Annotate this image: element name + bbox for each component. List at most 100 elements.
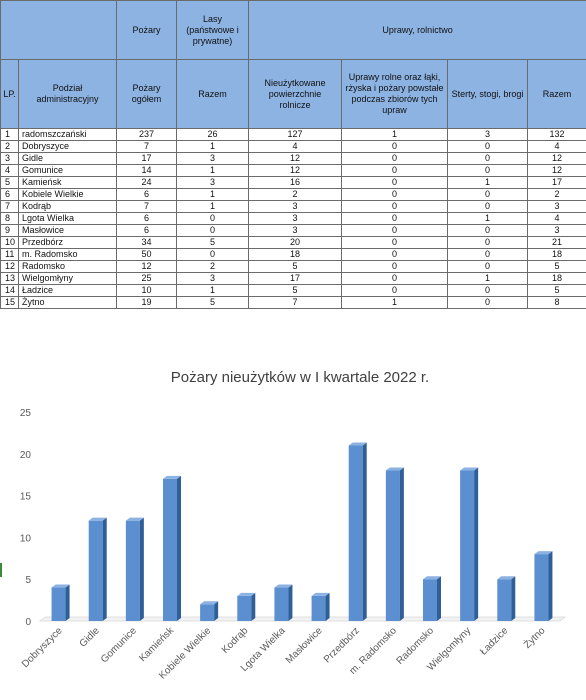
cell-ogolem: 17 [116, 152, 177, 165]
x-tick-label: Gomunice [99, 625, 139, 665]
cell-ogolem: 6 [116, 212, 177, 225]
cell-nieuzytki: 3 [248, 212, 342, 225]
cell-uprawy: 0 [341, 260, 448, 273]
bar [423, 576, 441, 621]
y-tick-label: 10 [20, 533, 32, 544]
cell-nieuzytki: 127 [248, 128, 342, 141]
bar-front [200, 604, 215, 621]
bar-side [437, 576, 441, 621]
bar-front [385, 470, 400, 621]
bar [163, 475, 181, 621]
cell-ogolem: 7 [116, 140, 177, 153]
cell-ogolem: 10 [116, 284, 177, 297]
cell-nieuzytki: 2 [248, 188, 342, 201]
cell-ogolem: 19 [116, 296, 177, 309]
cell-ogolem: 14 [116, 164, 177, 177]
fires-table: Pożary Lasy (państwowe i prywatne) Upraw… [0, 0, 586, 309]
table-row: 4 Gomunice 14 1 12 0 0 12 [0, 164, 586, 177]
bar [274, 584, 293, 621]
group-header-pozary: Pożary [116, 0, 177, 60]
bar [125, 517, 144, 621]
cell-name: Kamieńsk [18, 176, 117, 189]
bar-side [102, 517, 107, 621]
bar-top [51, 584, 70, 588]
cell-lasy: 1 [176, 164, 249, 177]
y-tick-label: 25 [20, 408, 32, 419]
bar-side [325, 592, 330, 621]
cell-razem: 3 [526, 200, 586, 213]
chart-title: Pożary nieużytków w I kwartale 2022 r. [171, 369, 429, 386]
cell-lp: 2 [0, 140, 19, 153]
cell-lp: 3 [0, 152, 19, 165]
table-row: 10 Przedbórz 34 5 20 0 0 21 [0, 236, 586, 249]
bar-front [311, 595, 326, 621]
cell-uprawy: 0 [341, 272, 448, 285]
cell-lasy: 2 [176, 260, 249, 273]
x-tick-label: Żytno [521, 624, 548, 651]
cell-name: Masłowice [18, 224, 117, 237]
cell-ogolem: 24 [116, 176, 177, 189]
y-tick-label: 20 [20, 450, 32, 461]
cell-razem: 5 [526, 284, 586, 297]
cell-sterty: 0 [447, 296, 528, 309]
cell-sterty: 3 [447, 128, 528, 141]
bar-front [163, 478, 177, 621]
cell-uprawy: 0 [341, 176, 448, 189]
table-header: Pożary Lasy (państwowe i prywatne) Upraw… [0, 0, 586, 129]
header-blank [0, 0, 117, 60]
bar-front [534, 554, 549, 621]
bar [51, 584, 70, 621]
bar-top [200, 601, 219, 605]
bar-front [423, 579, 437, 621]
bar-side [474, 467, 479, 621]
bar-side [65, 584, 70, 621]
bar-side [548, 551, 553, 621]
cell-uprawy: 0 [341, 284, 448, 297]
bar-top [423, 576, 441, 580]
col-header-ogolem: Pożary ogółem [116, 59, 177, 129]
cell-nieuzytki: 3 [248, 200, 342, 213]
cell-razem: 4 [526, 212, 586, 225]
table-row: 2 Dobryszyce 7 1 4 0 0 4 [0, 140, 586, 153]
cell-uprawy: 0 [341, 152, 448, 165]
cell-razem: 18 [526, 248, 586, 261]
bar [497, 576, 516, 621]
cell-name: Dobryszyce [18, 140, 117, 153]
cell-lasy: 0 [176, 224, 249, 237]
col-header-uprawy-rolne: Uprawy rolne oraz łąki, rżyska i pożary … [341, 59, 448, 129]
col-header-razem-uprawy: Razem [526, 59, 586, 129]
col-header-sterty: Sterty, stogi, brogi [447, 59, 528, 129]
cell-sterty: 1 [447, 176, 528, 189]
bars [51, 442, 553, 621]
bar-front [348, 445, 363, 621]
bar [460, 467, 479, 621]
cell-razem: 17 [526, 176, 586, 189]
cell-lasy: 1 [176, 284, 249, 297]
bar-side [362, 442, 367, 621]
cell-lp: 5 [0, 176, 19, 189]
cell-sterty: 0 [447, 152, 528, 165]
bar [385, 467, 404, 621]
bar-front [88, 520, 103, 621]
bar-side [511, 576, 516, 621]
cell-name: m. Radomsko [18, 248, 117, 261]
cell-nieuzytki: 18 [248, 248, 342, 261]
cell-uprawy: 0 [341, 224, 448, 237]
cell-name: Wielgomłyny [18, 272, 117, 285]
cell-lp: 6 [0, 188, 19, 201]
bar-side [139, 517, 144, 621]
cell-uprawy: 0 [341, 236, 448, 249]
cell-razem: 12 [526, 164, 586, 177]
table-row: 13 Wielgomłyny 25 3 17 0 1 18 [0, 272, 586, 285]
cell-lp: 4 [0, 164, 19, 177]
cell-name: Żytno [18, 296, 117, 309]
cell-uprawy: 1 [341, 296, 448, 309]
bar-front [51, 587, 66, 621]
bar-top [274, 584, 293, 588]
cell-uprawy: 0 [341, 140, 448, 153]
cell-lasy: 26 [176, 128, 249, 141]
cell-uprawy: 0 [341, 164, 448, 177]
bar-front [125, 520, 140, 621]
bar-chart: Pożary nieużytków w I kwartale 2022 r. 0… [20, 369, 567, 682]
